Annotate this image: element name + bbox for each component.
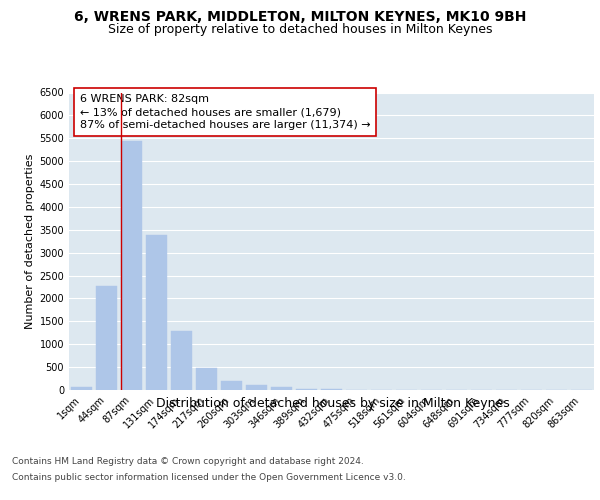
Text: 6, WRENS PARK, MIDDLETON, MILTON KEYNES, MK10 9BH: 6, WRENS PARK, MIDDLETON, MILTON KEYNES,… [74,10,526,24]
Text: Distribution of detached houses by size in Milton Keynes: Distribution of detached houses by size … [156,398,510,410]
Text: Contains public sector information licensed under the Open Government Licence v3: Contains public sector information licen… [12,472,406,482]
Bar [121,140,142,390]
Text: 6 WRENS PARK: 82sqm
← 13% of detached houses are smaller (1,679)
87% of semi-det: 6 WRENS PARK: 82sqm ← 13% of detached ho… [79,94,370,130]
Bar [246,385,267,390]
Bar [271,387,292,390]
Y-axis label: Number of detached properties: Number of detached properties [25,154,35,329]
Bar [171,330,192,390]
Bar [221,381,242,390]
Bar [146,236,167,390]
Bar [296,388,317,390]
Text: Contains HM Land Registry data © Crown copyright and database right 2024.: Contains HM Land Registry data © Crown c… [12,458,364,466]
Bar [96,286,117,390]
Bar [196,368,217,390]
Bar [71,387,92,390]
Text: Size of property relative to detached houses in Milton Keynes: Size of property relative to detached ho… [108,22,492,36]
